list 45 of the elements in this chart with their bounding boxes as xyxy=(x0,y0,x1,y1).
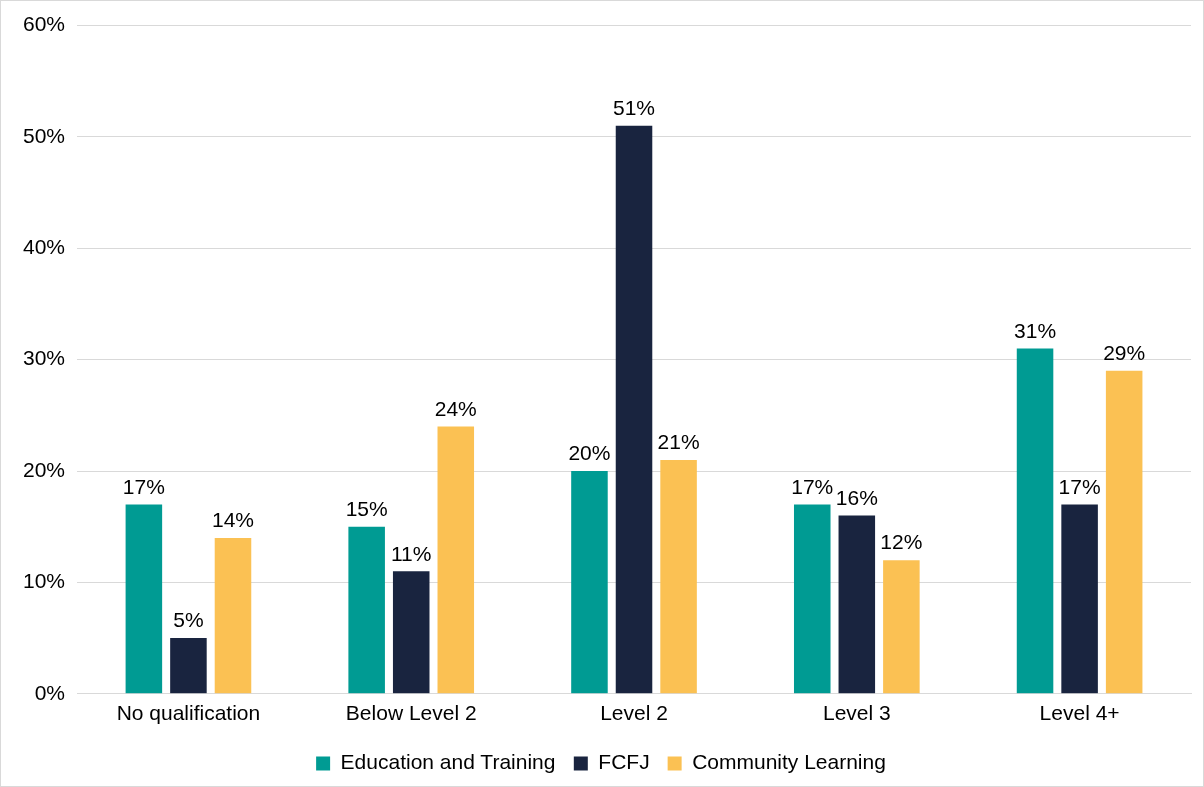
bar xyxy=(392,571,430,694)
bar xyxy=(1105,370,1143,694)
data-label: 17% xyxy=(122,474,165,498)
y-tick-label: 40% xyxy=(23,235,66,259)
data-label: 17% xyxy=(791,474,834,498)
bar xyxy=(348,526,385,694)
bar xyxy=(125,504,163,694)
data-label: 51% xyxy=(613,96,656,120)
data-label: 24% xyxy=(434,396,477,420)
bar xyxy=(838,515,876,694)
y-tick-label: 0% xyxy=(34,680,66,704)
y-tick-label: 60% xyxy=(23,12,66,36)
data-label: 12% xyxy=(880,530,923,554)
bar xyxy=(793,504,831,694)
bar xyxy=(437,426,475,694)
y-tick-label: 10% xyxy=(23,569,66,593)
data-label: 21% xyxy=(657,430,700,454)
x-tick-label: Level 2 xyxy=(600,701,668,725)
bar xyxy=(170,638,207,694)
data-label: 16% xyxy=(835,485,878,509)
legend-label: FCFJ xyxy=(598,750,650,774)
y-tick-label: 30% xyxy=(23,346,66,370)
y-tick-label: 50% xyxy=(23,123,66,147)
legend-label: Community Learning xyxy=(692,750,886,774)
y-tick-label: 20% xyxy=(23,457,66,481)
data-label: 17% xyxy=(1058,474,1101,498)
data-label: 31% xyxy=(1014,318,1057,342)
x-tick-label: Level 4+ xyxy=(1039,701,1120,725)
bar xyxy=(883,560,920,694)
bar xyxy=(214,537,252,694)
data-label: 5% xyxy=(173,608,204,632)
data-label: 29% xyxy=(1103,341,1146,365)
x-tick-label: No qualification xyxy=(116,701,261,725)
legend-label: Education and Training xyxy=(340,750,556,774)
data-label: 14% xyxy=(211,508,254,532)
bar xyxy=(660,459,697,694)
data-label: 20% xyxy=(568,441,611,465)
data-label: 11% xyxy=(390,541,432,565)
bar xyxy=(1016,348,1054,694)
x-tick-label: Level 3 xyxy=(822,701,891,725)
data-label: 15% xyxy=(345,497,388,521)
bar xyxy=(571,471,608,694)
bar xyxy=(615,125,653,694)
bar xyxy=(1061,504,1098,694)
x-tick-label: Below Level 2 xyxy=(345,701,477,725)
